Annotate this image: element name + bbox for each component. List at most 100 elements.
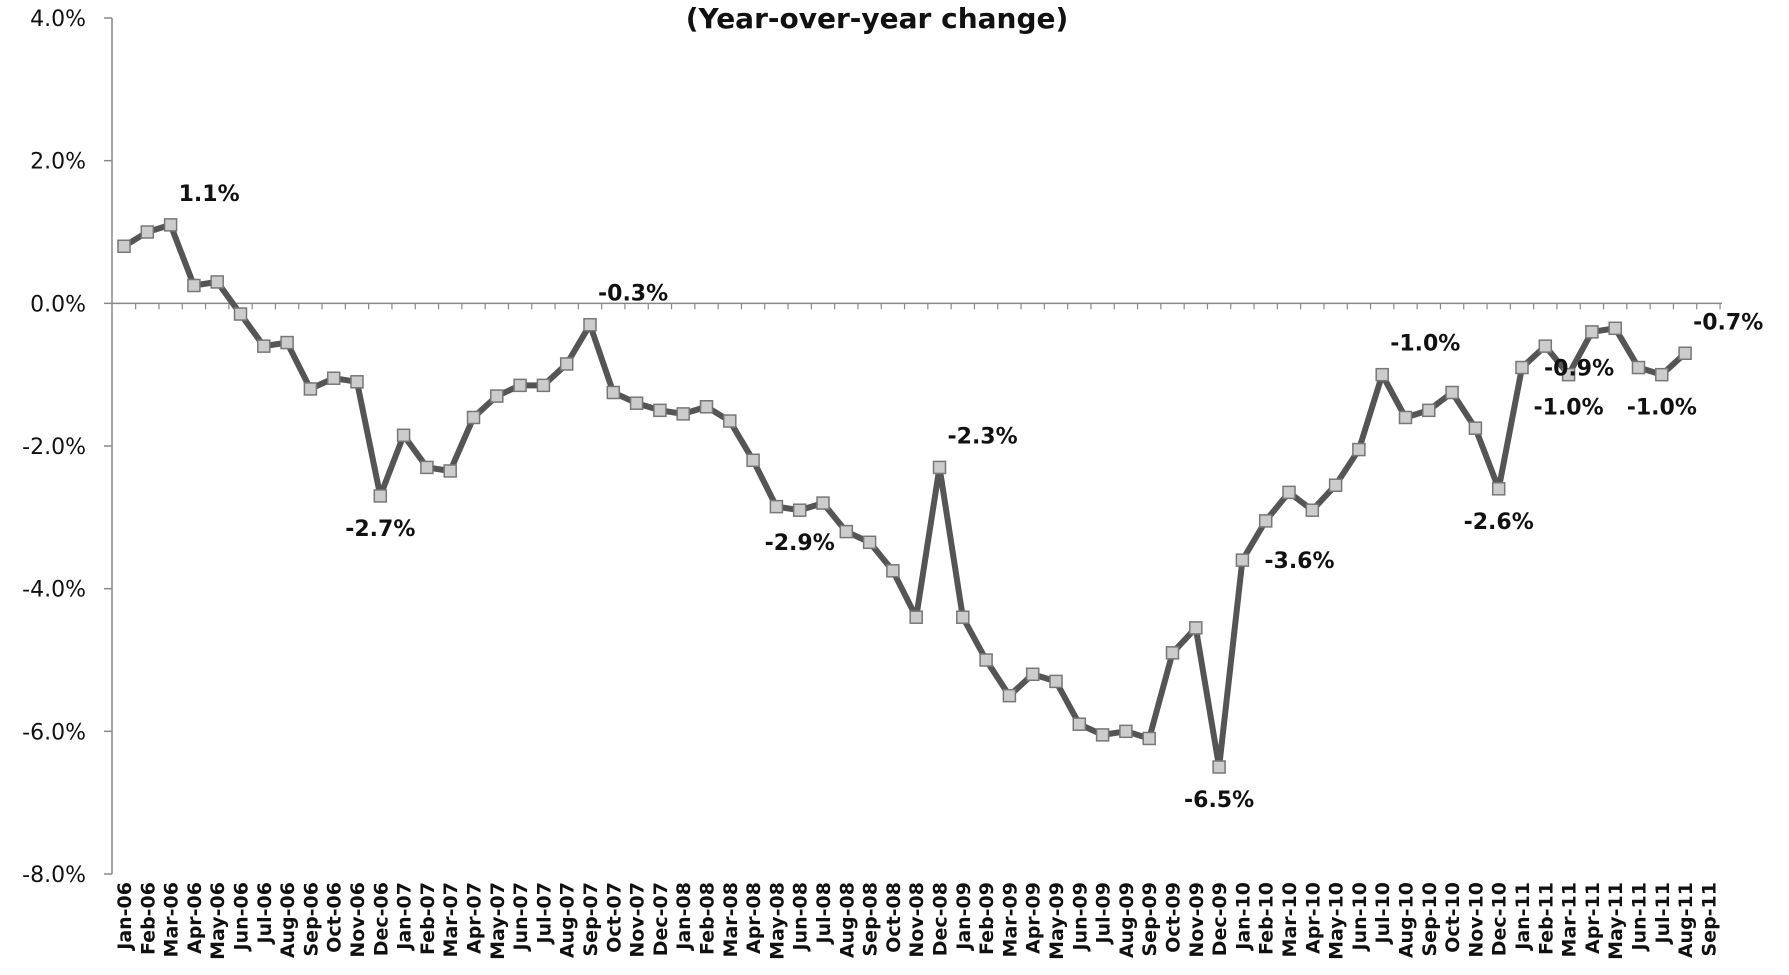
x-tick-label: Feb-11 [1535,882,1557,955]
point-marker [1072,717,1087,731]
x-tick-label: Mar-09 [999,882,1021,957]
point-marker [1352,442,1366,457]
data-label: -2.3% [948,424,1018,449]
x-tick-label: Mar-06 [161,882,183,957]
point-marker [373,489,388,503]
x-tick-label: Nov-07 [627,882,649,958]
point-marker [140,225,155,239]
point-marker [1142,731,1156,746]
point-marker [886,564,900,578]
x-tick-label: Jan-10 [1232,882,1254,952]
x-tick-label: Apr-10 [1302,882,1324,954]
x-tick-label: Oct-09 [1163,882,1185,953]
point-marker [676,407,690,421]
y-tick-label: 4.0% [30,7,86,32]
point-marker [350,375,364,389]
point-marker [653,403,667,418]
chart-title: (Year-over-year change) [686,2,1069,35]
x-tick-label: Jul-09 [1093,882,1115,945]
point-marker [979,653,993,667]
point-marker [1538,339,1553,353]
x-tick-label: Jan-06 [114,882,136,952]
point-marker [420,460,434,475]
x-tick-label: Dec-06 [370,882,392,956]
x-tick-label: Aug-08 [836,882,858,958]
x-tick-label: Feb-08 [697,882,719,955]
x-tick-label: Feb-10 [1256,882,1278,955]
x-tick-label: Apr-11 [1582,882,1604,954]
point-marker [816,496,830,510]
x-tick-label: Mar-08 [720,882,742,957]
point-marker [210,275,224,289]
x-tick-label: Mar-07 [440,882,462,957]
point-marker [1585,325,1599,339]
x-tick-label: Nov-08 [906,882,928,958]
y-tick-label: 2.0% [30,150,86,175]
point-marker [723,414,737,428]
y-tick-label: -6.0% [22,720,86,745]
point-marker [536,378,551,393]
point-marker [117,239,131,254]
point-marker [792,503,807,517]
point-marker [1235,553,1250,567]
data-label: 1.1% [179,182,240,207]
x-tick-label: Feb-07 [417,882,439,955]
x-tick-label: May-09 [1046,882,1068,960]
point-marker [1655,367,1669,382]
x-tick-label: Dec-07 [650,882,672,956]
x-tick-label: Jan-07 [394,882,416,952]
x-tick-label: Aug-09 [1116,882,1138,958]
point-marker [1165,646,1180,660]
point-marker [163,218,178,232]
point-marker [1422,403,1436,418]
point-marker [606,385,621,400]
x-tick-label: May-06 [207,882,229,960]
point-marker [932,460,947,475]
x-tick-label: Apr-06 [184,882,206,954]
point-marker [326,371,341,385]
x-tick-label: Jan-08 [673,882,695,952]
point-marker [490,389,504,403]
x-tick-label: Oct-08 [883,882,905,953]
x-tick-label: Oct-10 [1442,882,1464,953]
x-tick-label: Feb-06 [137,882,159,955]
x-tick-label: May-10 [1326,882,1348,960]
x-tick-label: May-08 [766,882,788,960]
data-label: -3.6% [1264,549,1334,574]
x-tick-label: Feb-09 [976,882,998,955]
x-tick-label: Sep-06 [300,882,322,957]
x-tick-label: Oct-06 [324,882,346,953]
x-tick-label: Nov-10 [1465,882,1487,958]
point-marker [583,317,597,332]
x-tick-label: Jul-08 [813,882,835,945]
data-label: -2.7% [345,517,415,542]
x-tick-label: Apr-07 [464,882,486,954]
point-marker [1049,674,1063,689]
point-marker [513,378,527,393]
point-marker [1212,760,1226,774]
x-tick-label: Nov-06 [347,882,369,958]
x-tick-label: Mar-11 [1559,882,1581,957]
point-marker [559,357,574,371]
x-tick-label: Dec-09 [1209,882,1231,956]
x-tick-label: Sep-11 [1698,882,1720,957]
point-marker [1515,360,1529,375]
point-marker [1002,688,1017,703]
x-tick-label: Jul-06 [254,882,276,945]
x-tick-label: Sep-10 [1419,882,1441,957]
point-marker [1445,385,1459,400]
point-marker [746,453,760,468]
point-marker [280,335,294,350]
x-tick-label: Apr-08 [743,882,765,954]
x-tick-label: Jun-07 [510,882,532,952]
x-tick-label: Dec-10 [1489,882,1511,956]
point-marker [1189,621,1203,635]
data-label: -0.7% [1693,310,1763,335]
point-marker [443,464,457,478]
x-tick-label: May-11 [1605,882,1627,960]
x-tick-label: Aug-10 [1396,882,1418,958]
point-marker [699,400,714,414]
point-marker [1561,367,1576,382]
point-marker [956,610,970,624]
